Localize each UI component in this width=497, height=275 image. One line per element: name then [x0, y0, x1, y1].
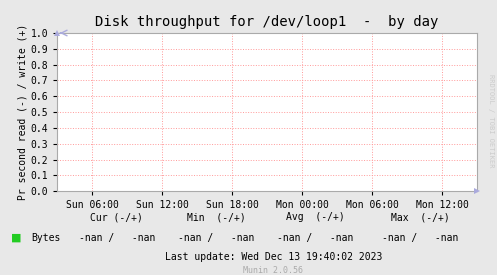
Text: Last update: Wed Dec 13 19:40:02 2023: Last update: Wed Dec 13 19:40:02 2023 [165, 252, 382, 262]
Text: ■: ■ [11, 233, 21, 243]
Text: Munin 2.0.56: Munin 2.0.56 [244, 266, 303, 274]
Text: Cur (-/+): Cur (-/+) [90, 212, 143, 222]
Text: Min  (-/+): Min (-/+) [187, 212, 246, 222]
Text: RRDTOOL / TOBI OETIKER: RRDTOOL / TOBI OETIKER [488, 74, 494, 168]
Text: -nan /   -nan: -nan / -nan [382, 233, 458, 243]
Text: -nan /   -nan: -nan / -nan [277, 233, 354, 243]
Text: Max  (-/+): Max (-/+) [391, 212, 449, 222]
Title: Disk throughput for /dev/loop1  -  by day: Disk throughput for /dev/loop1 - by day [95, 15, 439, 29]
Y-axis label: Pr second read (-) / write (+): Pr second read (-) / write (+) [18, 24, 28, 200]
Text: Bytes: Bytes [31, 233, 60, 243]
Text: -nan /   -nan: -nan / -nan [178, 233, 254, 243]
Text: -nan /   -nan: -nan / -nan [79, 233, 155, 243]
Text: Avg  (-/+): Avg (-/+) [286, 212, 345, 222]
